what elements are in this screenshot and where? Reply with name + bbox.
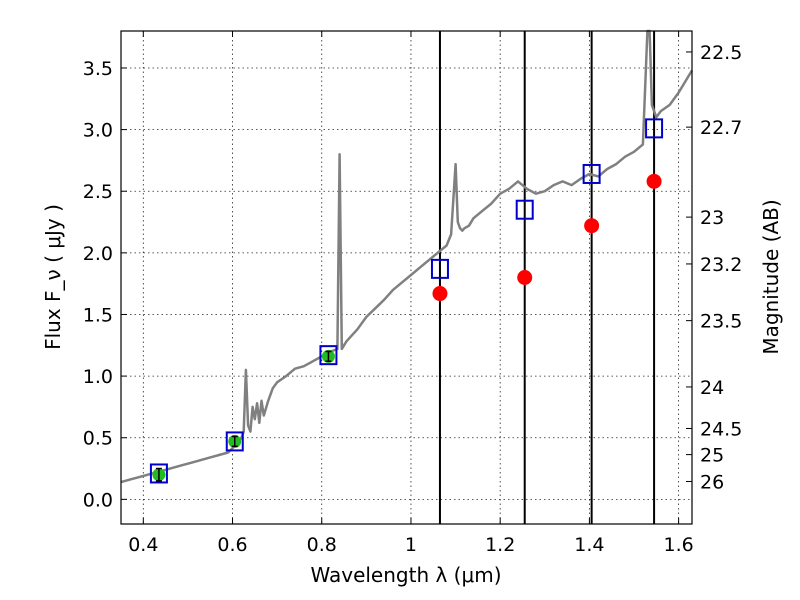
y-tick-label: 1.5	[83, 304, 113, 326]
y2-tick-label: 22.7	[700, 117, 742, 139]
y2-tick-label: 26	[700, 471, 724, 493]
x-tick-label: 0.8	[307, 534, 337, 556]
model-square	[319, 345, 338, 366]
model-square	[225, 431, 244, 452]
vertical-lines	[438, 31, 656, 524]
y-tick-label: 2.0	[83, 243, 113, 265]
x-axis-label: Wavelength λ (μm)	[310, 563, 501, 587]
y-tick-label: 3.0	[83, 120, 113, 142]
x-tick-label: 0.6	[217, 534, 247, 556]
y2-tick-label: 23	[700, 207, 724, 229]
red-point	[517, 270, 533, 285]
y2-tick-label: 24	[700, 377, 724, 399]
model-square	[149, 463, 168, 484]
model-square	[430, 258, 449, 279]
x-tick-label: 1.4	[574, 534, 604, 556]
y-tick-label: 0.0	[83, 489, 113, 511]
x-tick-label: 1.6	[664, 534, 694, 556]
red-point	[432, 286, 448, 302]
model-square	[645, 118, 664, 139]
x-tick-label: 0.4	[128, 534, 158, 556]
y-tick-label: 3.5	[83, 58, 113, 80]
x-tick-label: 1.2	[485, 534, 515, 556]
y2-tick-label: 23.2	[700, 254, 742, 276]
x-tick-label: 1	[405, 534, 417, 556]
y2-axis-label: Magnitude (AB)	[759, 199, 783, 354]
model-square	[515, 199, 534, 220]
spectrum	[120, 29, 694, 484]
y-tick-label: 1.0	[83, 366, 113, 388]
plot-frame	[120, 30, 693, 525]
y2-tick-label: 22.5	[700, 42, 742, 64]
markers	[149, 118, 664, 484]
y2-tick-label: 25	[700, 445, 724, 467]
y-tick-label: 2.5	[83, 181, 113, 203]
y2-tick-label: 24.5	[700, 418, 742, 440]
spectrum-line	[120, 29, 694, 484]
red-point	[584, 218, 600, 234]
ticks: 0.4 0.6 0.8 1 1.2 1.4 1.6 0.0 0.5 1.0 1.5 2.0 2.5 3.0…	[83, 31, 742, 556]
y-tick-label: 0.5	[83, 428, 113, 450]
red-point	[646, 173, 662, 189]
y2-tick-label: 23.5	[700, 311, 742, 333]
y-axis-label: Flux F_ν ( μJy )	[41, 204, 65, 350]
model-square	[582, 163, 601, 184]
